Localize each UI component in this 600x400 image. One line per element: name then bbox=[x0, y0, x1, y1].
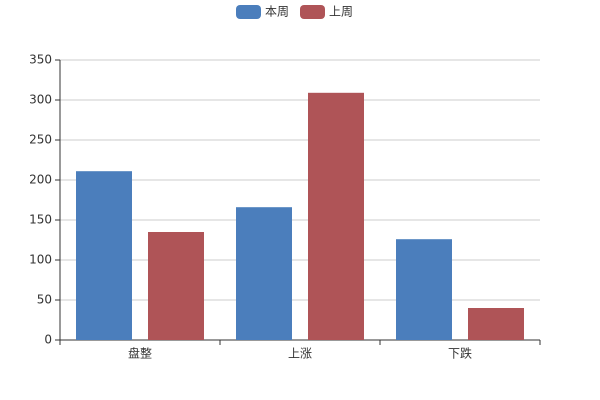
y-tick-label: 0 bbox=[44, 333, 52, 347]
bar bbox=[148, 232, 204, 340]
y-tick-label: 350 bbox=[29, 53, 52, 67]
y-tick-label: 200 bbox=[29, 173, 52, 187]
y-tick-label: 250 bbox=[29, 133, 52, 147]
y-tick-label: 100 bbox=[29, 253, 52, 267]
x-tick-label: 下跌 bbox=[448, 346, 472, 361]
bar bbox=[308, 92, 364, 340]
y-tick-label: 300 bbox=[29, 93, 52, 107]
legend-label: 本周 bbox=[265, 5, 289, 19]
x-tick-label: 上涨 bbox=[288, 346, 312, 361]
legend-swatch bbox=[300, 5, 325, 19]
bar bbox=[468, 308, 524, 340]
legend-label: 上周 bbox=[329, 5, 353, 19]
bar bbox=[236, 207, 292, 340]
y-tick-label: 50 bbox=[37, 293, 52, 307]
y-tick-label: 150 bbox=[29, 213, 52, 227]
bar bbox=[76, 171, 132, 340]
legend-swatch bbox=[236, 5, 261, 19]
x-tick-label: 盘整 bbox=[128, 346, 152, 361]
bar bbox=[396, 239, 452, 340]
